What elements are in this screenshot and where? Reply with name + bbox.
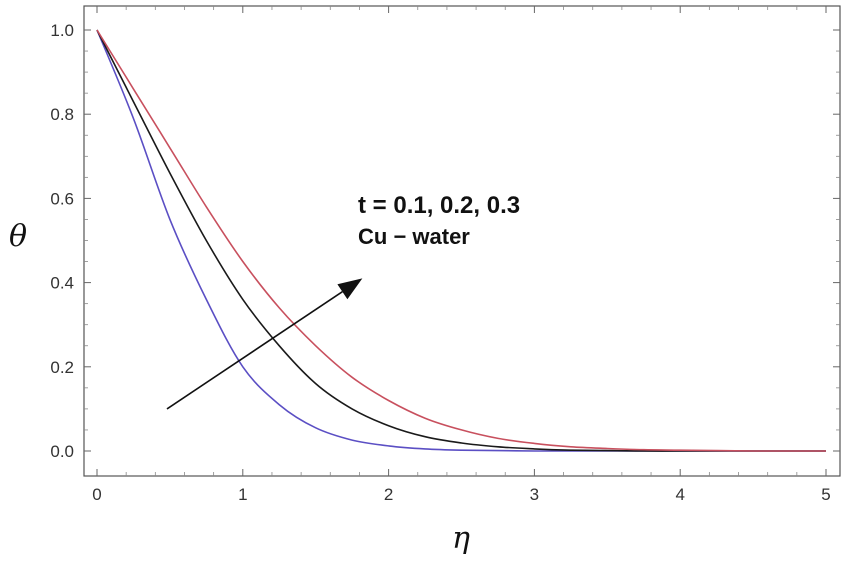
plot-frame <box>83 5 841 477</box>
y-tick-label: 0.6 <box>50 189 74 208</box>
x-tick-label: 4 <box>675 485 684 504</box>
y-tick-label: 0.8 <box>50 105 74 124</box>
y-tick-label: 0.4 <box>50 274 74 293</box>
x-tick-label: 5 <box>821 485 830 504</box>
y-axis-title: θ <box>9 219 27 254</box>
annotation-t-values: t = 0.1, 0.2, 0.3 <box>358 192 520 219</box>
series-line-3 <box>96 29 826 452</box>
series-layer <box>96 29 826 452</box>
x-tick-label: 3 <box>530 485 539 504</box>
x-tick-label: 1 <box>238 485 247 504</box>
annotation-arrow-layer <box>166 278 363 410</box>
arrow-shaft <box>166 291 343 410</box>
x-axis-title: η <box>452 521 470 556</box>
y-axis-ticks: 0.0 0.2 0.4 0.6 0.8 1.0 <box>50 21 840 461</box>
y-tick-label: 0.2 <box>50 358 74 377</box>
arrow-head <box>337 278 363 300</box>
x-tick-label: 2 <box>384 485 393 504</box>
annotation-cu-water: Cu − water <box>358 224 470 249</box>
x-axis-ticks: 0 1 2 3 4 5 <box>92 6 831 504</box>
x-tick-label: 0 <box>92 485 101 504</box>
y-tick-label: 1.0 <box>50 21 74 40</box>
y-tick-label: 0.0 <box>50 442 74 461</box>
